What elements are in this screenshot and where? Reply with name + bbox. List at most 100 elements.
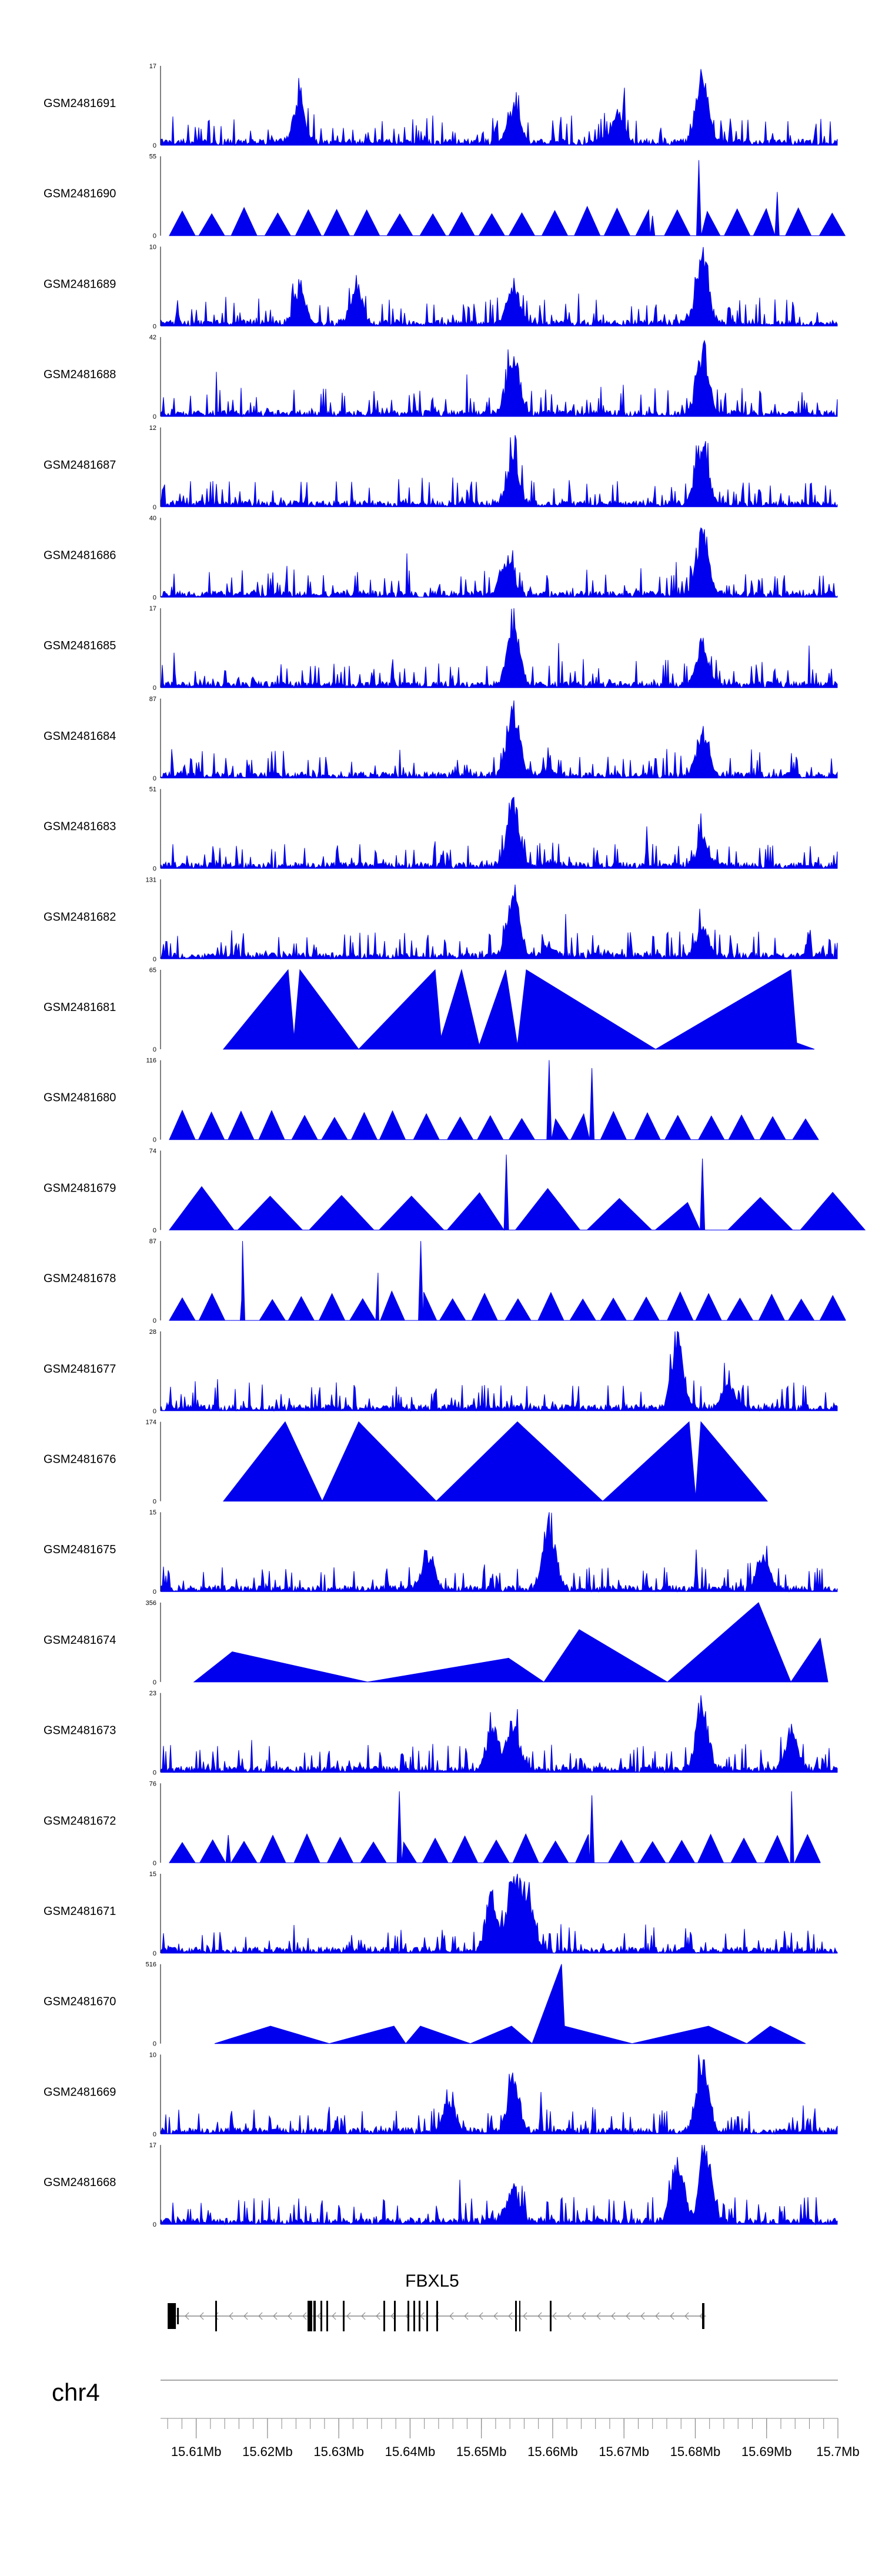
tick-label: 15.61Mb [171, 2444, 222, 2459]
gene-annotation-track: FBXL5 [168, 2271, 706, 2331]
y-min-label: 0 [153, 775, 156, 782]
y-min-label: 0 [153, 956, 156, 963]
y-max-label: 10 [149, 243, 156, 251]
strand-arrow [537, 2312, 542, 2320]
strand-arrow [229, 2312, 233, 2320]
track-GSM2481688: GSM2481688 42 0 [44, 334, 838, 421]
y-min-label: 0 [153, 1950, 156, 1957]
track-GSM2481691: GSM2481691 17 0 [44, 63, 838, 149]
strand-arrow [626, 2312, 630, 2320]
y-min-label: 0 [153, 1679, 156, 1686]
y-max-label: 55 [149, 154, 156, 161]
tick-label: 15.64Mb [385, 2444, 436, 2459]
signal-area [161, 1330, 838, 1412]
strand-arrow [567, 2312, 572, 2320]
track-GSM2481687: GSM2481687 12 0 [44, 425, 838, 511]
exon [383, 2301, 385, 2331]
strand-arrow [670, 2312, 674, 2320]
track-GSM2481672: GSM2481672 76 0 [44, 1780, 821, 1867]
strand-arrow [332, 2312, 336, 2320]
signal-area [222, 969, 815, 1050]
signal-area [169, 1060, 819, 1140]
track-label: GSM2481680 [44, 1092, 116, 1105]
y-max-label: 131 [146, 876, 156, 883]
y-min-label: 0 [153, 1499, 156, 1506]
signal-area [161, 435, 838, 508]
track-label: GSM2481689 [44, 278, 116, 291]
y-min-label: 0 [153, 1770, 156, 1777]
strand-arrow [508, 2312, 513, 2320]
y-max-label: 87 [149, 1238, 156, 1245]
exon [519, 2301, 520, 2331]
signal-area [161, 608, 838, 689]
track-GSM2481680: GSM2481680 116 0 [44, 1057, 819, 1144]
track-label: GSM2481683 [44, 820, 116, 833]
exon [177, 2308, 179, 2324]
y-min-label: 0 [153, 413, 156, 421]
strand-arrow [361, 2312, 366, 2320]
y-min-label: 0 [153, 1408, 156, 1415]
strand-arrow [684, 2312, 689, 2320]
track-GSM2481674: GSM2481674 356 0 [44, 1600, 828, 1686]
signal-area [161, 796, 838, 870]
strand-arrow [449, 2312, 454, 2320]
tick-label: 15.63Mb [313, 2444, 364, 2459]
exon [168, 2303, 176, 2329]
signal-area [169, 1241, 847, 1321]
tick-label: 15.7Mb [816, 2444, 859, 2459]
track-GSM2481690: GSM2481690 55 0 [44, 154, 846, 240]
exon [702, 2303, 704, 2329]
strand-arrow [390, 2312, 395, 2320]
strand-arrow [185, 2312, 189, 2320]
y-max-label: 17 [149, 2142, 156, 2149]
y-max-label: 12 [149, 425, 156, 432]
exon [550, 2301, 552, 2331]
signal-area [161, 700, 838, 779]
exon [515, 2301, 517, 2331]
strand-arrow [317, 2312, 322, 2320]
strand-arrow [288, 2312, 292, 2320]
track-label: GSM2481682 [44, 910, 116, 923]
y-max-label: 74 [149, 1147, 156, 1154]
track-label: GSM2481684 [44, 730, 116, 743]
track-label: GSM2481677 [44, 1363, 116, 1376]
track-GSM2481668: GSM2481668 17 0 [44, 2142, 838, 2228]
track-label: GSM2481690 [44, 188, 116, 201]
y-min-label: 0 [153, 595, 156, 602]
strand-arrow [611, 2312, 616, 2320]
exon [326, 2301, 328, 2331]
y-max-label: 51 [149, 786, 156, 793]
track-GSM2481673: GSM2481673 23 0 [44, 1690, 838, 1777]
signal-tracks: GSM2481691170GSM2481690550GSM2481689100G… [44, 63, 866, 2228]
signal-area [222, 1421, 769, 1502]
y-max-label: 356 [146, 1600, 156, 1607]
y-min-label: 0 [153, 1046, 156, 1053]
track-GSM2481671: GSM2481671 15 0 [44, 1871, 838, 1957]
track-GSM2481675: GSM2481675 15 0 [44, 1509, 838, 1596]
exon [343, 2301, 345, 2331]
y-max-label: 15 [149, 1509, 156, 1516]
strand-arrow [582, 2312, 586, 2320]
track-label: GSM2481681 [44, 1001, 116, 1014]
strand-arrow [523, 2312, 527, 2320]
signal-area [169, 1791, 821, 1863]
exon [413, 2301, 415, 2331]
y-max-label: 87 [149, 696, 156, 703]
strand-arrow [552, 2312, 557, 2320]
tick-label: 15.68Mb [670, 2444, 721, 2459]
track-label: GSM2481679 [44, 1182, 116, 1194]
y-max-label: 42 [149, 334, 156, 341]
track-label: GSM2481678 [44, 1272, 116, 1285]
track-GSM2481683: GSM2481683 51 0 [44, 786, 838, 873]
y-min-label: 0 [153, 866, 156, 873]
y-max-label: 15 [149, 1871, 156, 1878]
y-max-label: 116 [146, 1057, 156, 1065]
y-min-label: 0 [153, 323, 156, 330]
track-label: GSM2481670 [44, 1996, 116, 2008]
y-max-label: 65 [149, 967, 156, 974]
tick-label: 15.69Mb [741, 2444, 792, 2459]
y-max-label: 28 [149, 1329, 156, 1336]
strand-arrow [640, 2312, 645, 2320]
track-GSM2481679: GSM2481679 74 0 [44, 1147, 866, 1234]
track-label: GSM2481676 [44, 1453, 116, 1466]
